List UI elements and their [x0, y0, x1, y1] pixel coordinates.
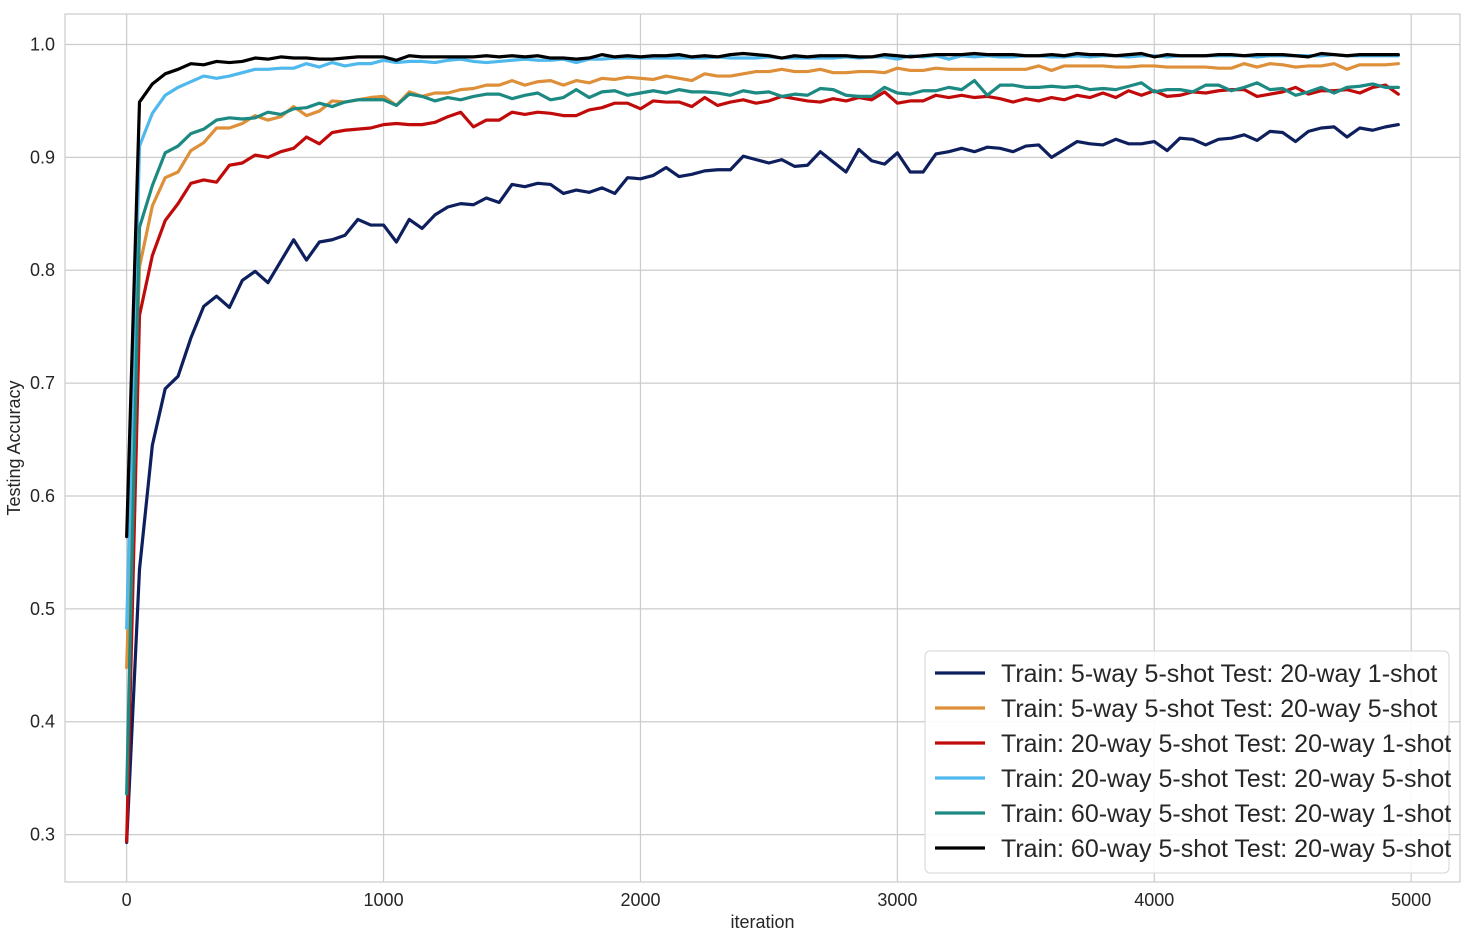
legend-entry-label: Train: 5-way 5-shot Test: 20-way 5-shot [1001, 695, 1437, 723]
series-line-1 [125, 123, 1400, 845]
x-tick-label: 2000 [620, 890, 660, 910]
y-tick-label: 0.8 [30, 260, 55, 280]
legend-entry-label: Train: 60-way 5-shot Test: 20-way 5-shot [1001, 835, 1451, 863]
legend-entry-label: Train: 20-way 5-shot Test: 20-way 5-shot [1001, 765, 1451, 793]
y-tick-label: 1.0 [30, 34, 55, 54]
tick-labels: 0 1000 2000 3000 4000 5000 0.3 0.4 0.5 0.6 0.7 0.8 0… [30, 34, 1431, 910]
y-tick-label: 0.4 [30, 712, 55, 732]
y-tick-label: 0.5 [30, 599, 55, 619]
series-line-6 [125, 51, 1400, 539]
y-tick-label: 0.3 [30, 825, 55, 845]
grid-lines [65, 14, 1460, 882]
y-tick-label: 0.7 [30, 373, 55, 393]
x-tick-label: 5000 [1391, 890, 1431, 910]
legend-entry-label: Train: 60-way 5-shot Test: 20-way 1-shot [1001, 800, 1451, 828]
y-tick-label: 0.6 [30, 486, 55, 506]
x-tick-label: 0 [122, 890, 132, 910]
data-series [125, 51, 1400, 845]
series-line-5 [125, 79, 1400, 796]
series-line-2 [125, 62, 1400, 670]
x-tick-label: 4000 [1134, 890, 1174, 910]
x-tick-label: 3000 [877, 890, 917, 910]
series-line-3 [125, 83, 1400, 843]
plot-area-border [64, 13, 1461, 883]
y-tick-label: 0.9 [30, 147, 55, 167]
x-tick-label: 1000 [364, 890, 404, 910]
legend: Train: 5-way 5-shot Test: 20-way 1-shot T… [924, 650, 1451, 874]
x-axis-label: iteration [730, 912, 794, 932]
legend-entry-label: Train: 5-way 5-shot Test: 20-way 1-shot [1001, 660, 1437, 688]
y-axis-label: Testing Accuracy [4, 380, 24, 515]
legend-box [924, 650, 1450, 874]
series-line-4 [125, 53, 1400, 630]
legend-entry-label: Train: 20-way 5-shot Test: 20-way 1-shot [1001, 730, 1451, 758]
